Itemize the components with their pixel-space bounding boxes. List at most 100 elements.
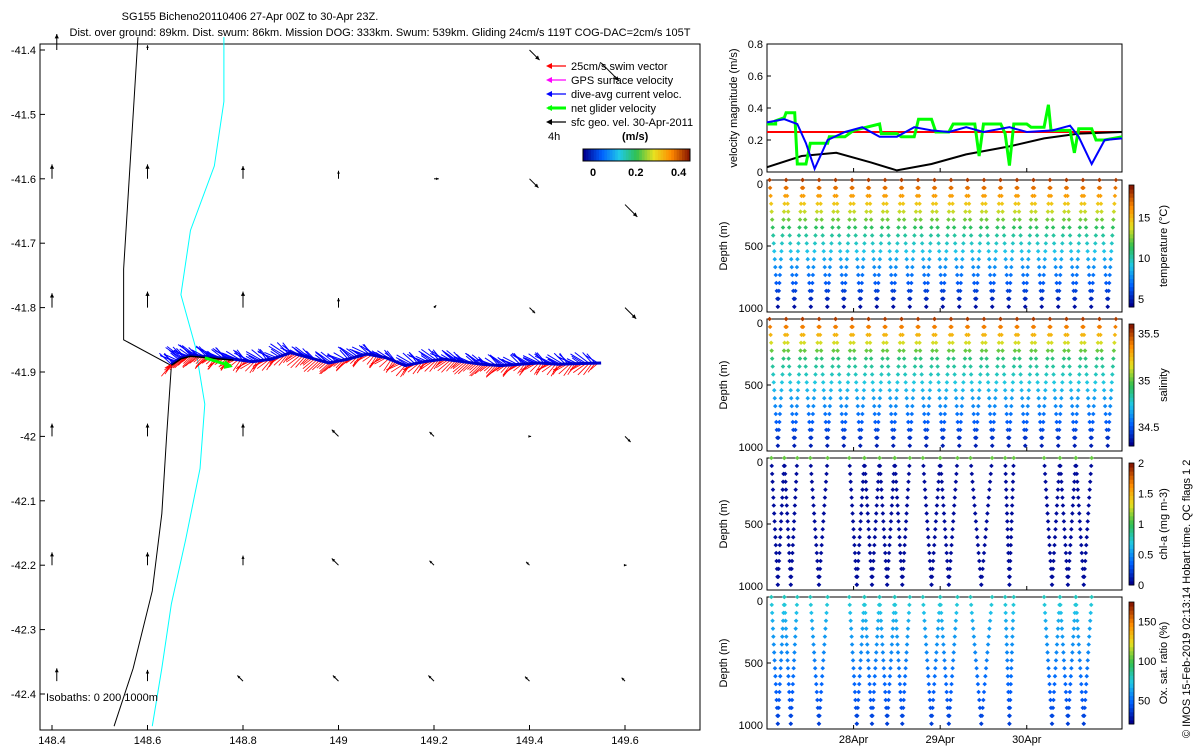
swim-vector (261, 358, 272, 371)
profile-point (983, 340, 988, 346)
profile-point (1100, 225, 1105, 230)
profile-point (1058, 272, 1063, 278)
profile-point (1005, 435, 1011, 441)
dac-vector (351, 346, 368, 355)
profile-point (882, 534, 887, 540)
profile-point (795, 455, 800, 461)
profile-point (1033, 348, 1038, 353)
map-colorbar-cell (615, 149, 619, 161)
dac-vector (177, 344, 195, 356)
profile-point (815, 697, 820, 703)
profile-colorbar-tick: 100 (1138, 656, 1156, 668)
profile-point (787, 380, 793, 385)
profile-point (780, 495, 785, 500)
profile-point (783, 479, 788, 485)
profile-point (893, 610, 898, 616)
isobath-1000-line (151, 37, 225, 727)
profile-point (1097, 316, 1102, 322)
profile-point (973, 443, 979, 448)
profile-point (937, 594, 943, 600)
map-colorbar-cell (591, 149, 595, 161)
profile-point (999, 340, 1005, 346)
geo-arrow-head (631, 314, 637, 319)
profile-point (819, 681, 824, 687)
profile-point (1054, 288, 1060, 294)
profile-point (788, 713, 793, 719)
profile-point (895, 503, 900, 508)
profile-point (1108, 395, 1114, 401)
profile-point (987, 626, 992, 631)
profile-point (850, 519, 856, 524)
profile-point (847, 471, 853, 477)
geo-arrow-head (436, 177, 439, 181)
profile-point (867, 542, 872, 548)
profile-point (818, 348, 824, 353)
profile-point (888, 264, 893, 270)
profile-point (970, 395, 975, 401)
profile-point (959, 272, 964, 278)
profile-point (1087, 626, 1092, 631)
profile-point (824, 435, 830, 441)
profile-point (789, 264, 795, 270)
legend-swatch-head (546, 119, 552, 125)
profile-point (942, 658, 947, 663)
profile-point (938, 419, 944, 425)
profile-point (989, 455, 995, 461)
profile-point (1019, 388, 1024, 393)
profile-colorbar-cell (1129, 654, 1134, 660)
dac-vector (170, 352, 179, 360)
map-colorbar-cell (657, 149, 662, 161)
profile-point (902, 364, 907, 369)
profile-point (943, 256, 949, 262)
profile-point (808, 443, 814, 448)
profile-point (977, 380, 983, 385)
profile-point (926, 673, 931, 679)
geo-velocity-arrow (600, 62, 620, 82)
profile-point (942, 419, 947, 425)
profile-point (1049, 209, 1055, 214)
profile-point (923, 495, 928, 500)
map-colorbar-cell (676, 149, 680, 161)
profile-point (922, 419, 927, 425)
profile-colorbar-cell (1129, 201, 1134, 206)
profile-point (1088, 443, 1094, 448)
profile-point (1010, 380, 1016, 385)
profile-point (774, 697, 779, 703)
profile-point (853, 558, 858, 564)
profile-colorbar-cell (1129, 536, 1134, 541)
profile-point (978, 372, 983, 377)
profile-point (786, 364, 792, 369)
profile-point (927, 395, 932, 401)
profile-point (846, 594, 852, 600)
map-x-tick-label: 149.4 (516, 735, 544, 747)
profile-point (923, 435, 929, 441)
profile-point (973, 304, 979, 309)
profile-point (872, 272, 877, 278)
profile-point (852, 689, 858, 695)
profile-point (1009, 519, 1014, 524)
profile-point (970, 256, 975, 262)
profile-point (896, 356, 902, 361)
profile-point (904, 403, 910, 409)
swim-vector (195, 356, 206, 368)
profile-colorbar-cell (1129, 552, 1134, 558)
profile-point (1064, 566, 1070, 572)
profile-point (804, 388, 810, 393)
profile-point (1087, 280, 1092, 286)
geo-velocity-arrow (240, 291, 246, 308)
dac-vector (165, 347, 182, 359)
profile-point (785, 348, 791, 353)
geo-velocity-arrow (54, 668, 59, 682)
profile-point (828, 395, 833, 401)
profile-point (810, 634, 816, 639)
profile-point (1002, 388, 1008, 393)
swim-vector (446, 360, 456, 372)
profile-point (939, 427, 945, 433)
profile-point (944, 380, 950, 385)
profile-point (773, 411, 779, 417)
profile-y-tick-label: 500 (745, 519, 763, 531)
profile-point (1059, 479, 1064, 485)
profile-point (1070, 272, 1075, 278)
map-colorbar-label: (m/s) (622, 131, 649, 143)
